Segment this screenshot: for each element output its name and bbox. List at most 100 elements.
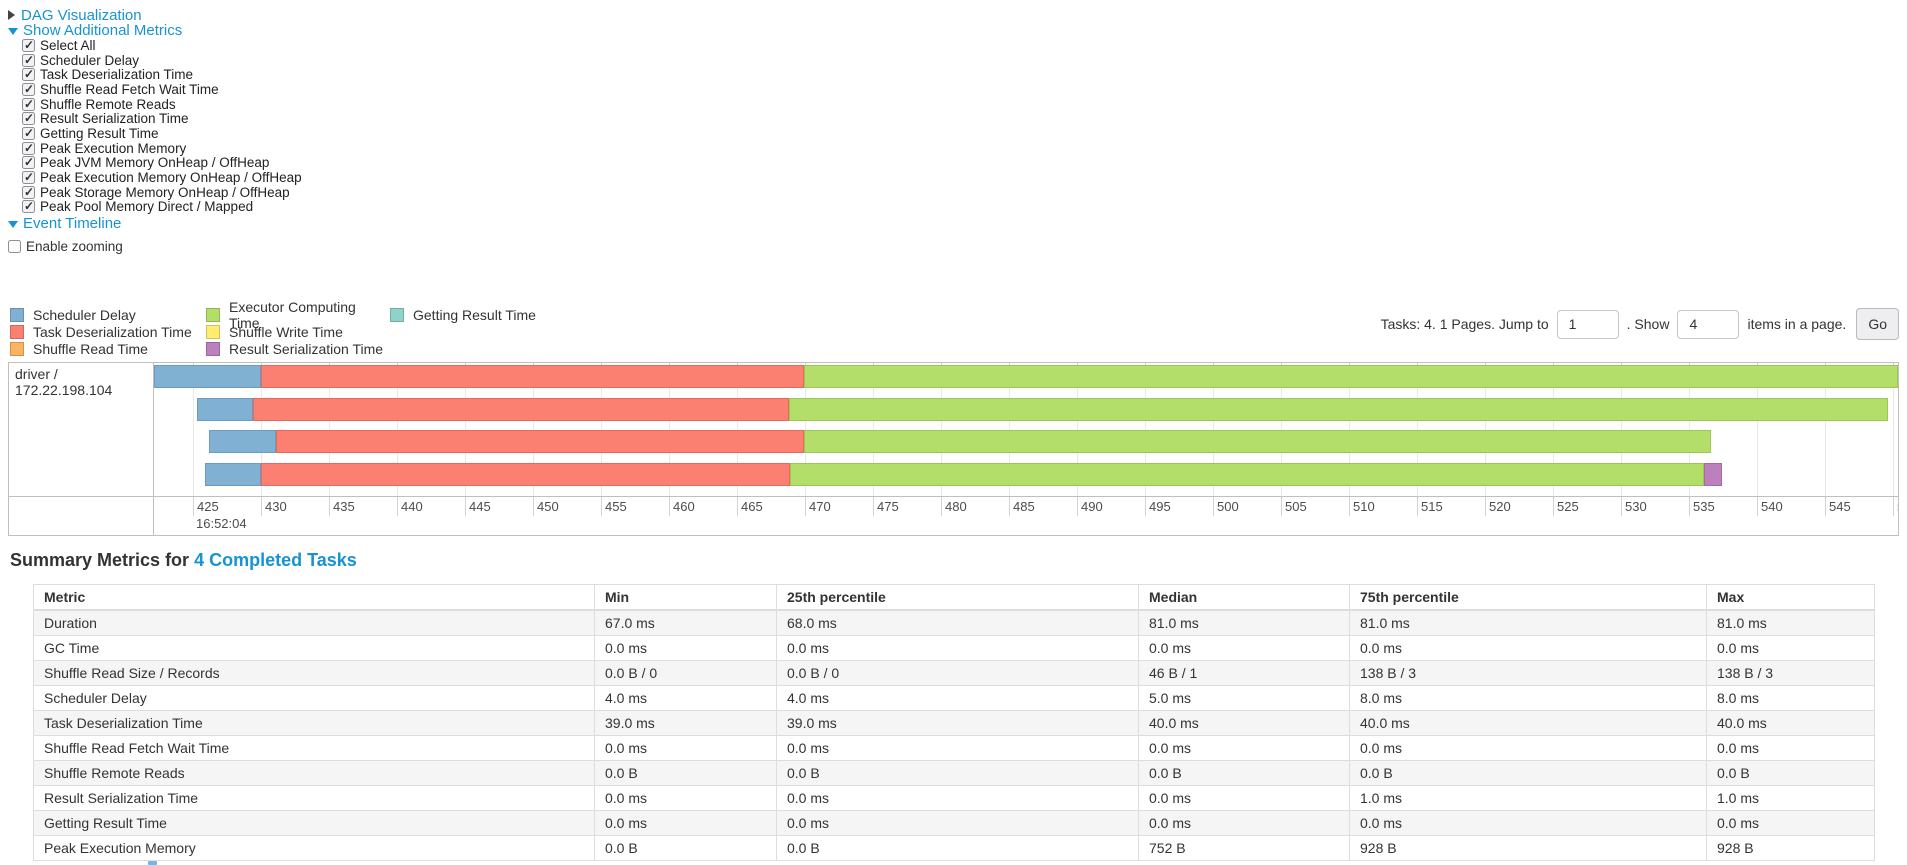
legend-item: Executor Computing Time	[206, 299, 390, 331]
go-button[interactable]: Go	[1856, 308, 1899, 341]
metric-value-cell: 46 B / 1	[1138, 660, 1350, 687]
metric-checkbox-label: Select All	[40, 37, 96, 53]
metric-checkbox-row: Result Serialization Time	[22, 111, 1899, 126]
metric-checkbox-label: Shuffle Read Fetch Wait Time	[40, 81, 219, 97]
timeline-legend: Scheduler Delay Task Deserialization Time…	[10, 299, 536, 357]
metric-value-cell: 81.0 ms	[1138, 609, 1350, 637]
timeline-gridline	[1621, 363, 1622, 497]
metric-checkbox-label: Peak Pool Memory Direct / Mapped	[40, 199, 254, 215]
jump-to-page-input[interactable]	[1556, 309, 1619, 339]
metric-value-cell: 0.0 ms	[1706, 635, 1875, 662]
metric-value-cell: 0.0 B	[776, 835, 1139, 862]
metric-value-cell: 0.0 ms	[1138, 785, 1350, 812]
legend-swatch-result-serialization	[206, 341, 220, 356]
table-row: Shuffle Read Fetch Wait Time 0.0 ms 0.0 ms…	[33, 735, 1875, 762]
timeline-axis-tick	[1417, 497, 1418, 517]
axis-tick-label: 430	[265, 499, 287, 515]
metric-checkbox-row: Shuffle Read Fetch Wait Time	[22, 82, 1899, 97]
metric-checkbox-row: Peak JVM Memory OnHeap / OffHeap	[22, 155, 1899, 170]
timeline-axis-tick	[261, 497, 262, 517]
timeline-axis-tick	[1825, 497, 1826, 517]
legend-item-label: Getting Result Time	[413, 306, 536, 323]
task-bar-segment-scheduler-delay	[205, 462, 261, 486]
metric-checkbox-row: Getting Result Time	[22, 126, 1899, 141]
metric-checkbox-label: Task Deserialization Time	[40, 67, 194, 83]
metric-checkbox-peak-jvm-memory-onheap-offheap[interactable]	[22, 155, 35, 170]
timeline-gridline	[1553, 363, 1554, 497]
metric-value-cell: 0.0 B	[594, 760, 777, 787]
metric-name-cell: Shuffle Read Size / Records	[33, 660, 595, 687]
metric-checkbox-peak-pool-memory-direct-mapped[interactable]	[22, 199, 35, 214]
metric-value-cell: 0.0 ms	[776, 785, 1139, 812]
timeline-gridline	[805, 363, 806, 497]
metric-checkbox-row: Select All	[22, 38, 1899, 53]
axis-tick-label: 425	[197, 499, 219, 515]
timeline-gridline	[1417, 363, 1418, 497]
metric-checkbox-peak-execution-memory-onheap-offheap[interactable]	[22, 170, 35, 185]
metric-checkbox-result-serialization-time[interactable]	[22, 111, 35, 126]
metric-checkbox-peak-storage-memory-onheap-offheap[interactable]	[22, 185, 35, 199]
metric-checkbox-task-deserialization-time[interactable]	[22, 67, 35, 82]
legend-column: Executor Computing Time Shuffle Write Tim…	[206, 299, 390, 357]
table-header-cell: 75th percentile	[1349, 584, 1707, 612]
timeline-gridline	[1757, 363, 1758, 497]
table-header-cell: Median	[1138, 584, 1350, 612]
enable-zooming-label: Enable zooming	[26, 239, 123, 255]
metric-value-cell: 138 B / 3	[1706, 660, 1875, 687]
timeline-gridline	[329, 363, 330, 497]
timeline-gridline	[737, 363, 738, 497]
table-row: Result Serialization Time 0.0 ms 0.0 ms 0.0…	[33, 785, 1875, 812]
timeline-axis-line	[9, 496, 1898, 498]
metric-checkbox-getting-result-time[interactable]	[22, 126, 35, 140]
axis-tick-label: 460	[673, 499, 695, 515]
metric-value-cell: 81.0 ms	[1706, 609, 1875, 637]
metric-checkbox-scheduler-delay[interactable]	[22, 53, 35, 67]
metric-value-cell: 0.0 ms	[594, 785, 777, 812]
axis-tick-label: 540	[1761, 499, 1783, 515]
partial-element-bottom	[148, 861, 157, 865]
metric-value-cell: 39.0 ms	[594, 710, 777, 737]
metric-checkbox-peak-execution-memory[interactable]	[22, 141, 35, 155]
table-row: GC Time 0.0 ms 0.0 ms 0.0 ms 0.0 ms 0.0 ms	[33, 635, 1875, 662]
legend-item: Result Serialization Time	[206, 340, 390, 357]
table-row: Getting Result Time 0.0 ms 0.0 ms 0.0 ms 0.0…	[33, 810, 1875, 837]
enable-zooming-checkbox[interactable]	[8, 240, 21, 254]
metric-checkbox-row: Peak Pool Memory Direct / Mapped	[22, 199, 1899, 215]
metric-checkbox-shuffle-remote-reads[interactable]	[22, 97, 35, 111]
timeline-axis-tick	[193, 497, 194, 517]
section-link-dag-visualization[interactable]: DAG Visualization	[8, 7, 142, 24]
metric-name-cell: Result Serialization Time	[33, 785, 595, 812]
metric-value-cell: 752 B	[1138, 835, 1350, 862]
timeline-axis-tick	[601, 497, 602, 517]
timeline-gridline	[1349, 363, 1350, 497]
completed-tasks-link[interactable]: 4 Completed Tasks	[194, 550, 357, 571]
metric-checkbox-row: Peak Storage Memory OnHeap / OffHeap	[22, 185, 1899, 200]
metric-name-cell: Duration	[33, 609, 595, 637]
metric-value-cell: 138 B / 3	[1349, 660, 1707, 687]
task-bar-segment-task-deserialization	[275, 430, 804, 454]
table-row: Task Deserialization Time 39.0 ms 39.0 ms 4…	[33, 710, 1875, 737]
items-per-page-input[interactable]	[1677, 309, 1740, 339]
metric-checkbox-shuffle-read-fetch-wait-time[interactable]	[22, 82, 35, 96]
section-link-show-additional-metrics[interactable]: Show Additional Metrics	[8, 22, 182, 39]
metric-value-cell: 1.0 ms	[1706, 785, 1875, 812]
metric-checkbox-label: Peak Execution Memory OnHeap / OffHeap	[40, 170, 302, 186]
timeline-axis-tick	[1757, 497, 1758, 517]
metric-checkbox-select-all[interactable]	[22, 38, 35, 52]
timeline-axis-tick	[1281, 497, 1282, 517]
task-bar-segment-scheduler-delay	[209, 430, 276, 454]
table-row: Duration 67.0 ms 68.0 ms 81.0 ms 81.0 ms 81.0…	[33, 609, 1875, 637]
section-link-event-timeline[interactable]: Event Timeline	[8, 215, 121, 232]
metric-checkbox-label: Peak Storage Memory OnHeap / OffHeap	[40, 184, 290, 200]
metric-value-cell: 0.0 ms	[776, 810, 1139, 837]
legend-item-label: Shuffle Write Time	[229, 323, 343, 340]
metric-checkbox-row: Shuffle Remote Reads	[22, 97, 1899, 112]
timeline-axis-tick	[1009, 497, 1010, 517]
task-bar-segment-executor-computing	[803, 430, 1711, 454]
timeline-gridline	[1485, 363, 1486, 497]
pagination-controls: Tasks: 4. 1 Pages. Jump to . Show items …	[1381, 308, 1899, 341]
legend-swatch-shuffle-read	[10, 341, 24, 356]
metric-value-cell: 0.0 B	[1138, 760, 1350, 787]
metric-value-cell: 0.0 ms	[594, 810, 777, 837]
axis-tick-label: 490	[1081, 499, 1103, 515]
